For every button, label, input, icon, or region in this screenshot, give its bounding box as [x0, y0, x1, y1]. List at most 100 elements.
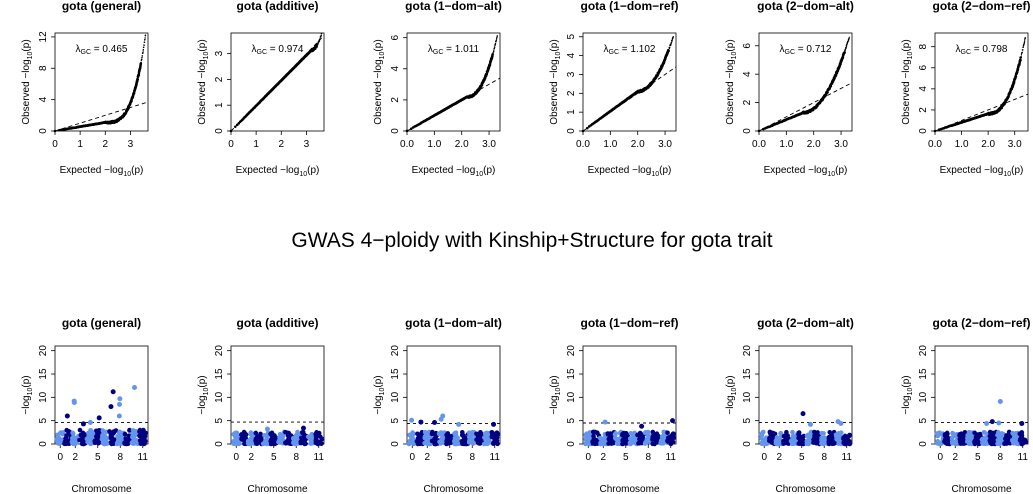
qq-point: [142, 50, 144, 52]
snp-point: [452, 440, 458, 446]
y-tick-label: 12: [38, 31, 49, 43]
x-tick-label: 0.0: [928, 139, 942, 150]
qq-point: [1022, 46, 1024, 48]
snp-point: [445, 433, 451, 439]
snp-point: [459, 439, 465, 444]
plot-frame: [406, 345, 501, 445]
snp-point: [117, 432, 123, 437]
plot-frame: [54, 345, 149, 445]
x-axis-label: Expected −log10(p): [236, 165, 320, 178]
y-tick-label: 10: [566, 391, 577, 403]
snp-point: [806, 439, 811, 445]
qq-point: [141, 58, 143, 60]
x-axis-label: Chromosome: [71, 484, 131, 494]
snp-point: [957, 433, 962, 438]
snp-point: [964, 439, 970, 444]
snp-point: [258, 431, 263, 437]
qq-point: [933, 129, 937, 133]
x-tick-label: 2: [600, 452, 606, 463]
qq-point: [141, 55, 144, 57]
qq-point: [320, 34, 322, 36]
y-tick-label: 0: [918, 441, 929, 447]
snp-point: [642, 430, 648, 436]
x-axis-label: Expected −log10(p): [60, 165, 144, 178]
y-tick-label: 15: [918, 368, 929, 380]
snp-point: [406, 441, 412, 447]
x-tick-label: 0: [585, 452, 591, 463]
snp-point: [73, 435, 78, 441]
qq-point: [1020, 56, 1022, 58]
snp-point: [411, 431, 416, 437]
snp-peak-point: [807, 421, 813, 427]
snp-point: [481, 441, 487, 447]
x-axis-label: Chromosome: [951, 484, 1011, 494]
snp-point: [812, 429, 817, 435]
qq-plot-4: 0.0 1.0 2.0 3.0 0 1 2 3 4 5 gota (1−dom−ref) λGC = …: [549, 0, 679, 178]
plot-title: gota (2−dom−alt): [757, 316, 854, 330]
snp-peak-point: [438, 416, 444, 422]
x-axis-label: Expected −log10(p): [764, 165, 848, 178]
y-tick-label: 5: [38, 417, 49, 423]
x-tick-label: 2.0: [981, 139, 995, 150]
y-axis-label: Observed −log10(p): [373, 39, 386, 124]
y-axis-label: −log10(p): [373, 375, 386, 414]
snp-point: [962, 430, 968, 435]
y-tick-label: 20: [742, 345, 753, 357]
x-tick-label: 0: [57, 452, 63, 463]
snp-point: [232, 439, 238, 444]
snp-point: [415, 441, 421, 447]
snp-point: [258, 435, 264, 440]
y-tick-label: 15: [38, 368, 49, 380]
snp-point: [409, 435, 415, 441]
snp-point: [422, 429, 428, 435]
snp-point: [482, 431, 488, 436]
qq-point: [495, 37, 498, 40]
x-tick-label: 2.0: [455, 139, 469, 150]
x-tick-label: 3: [128, 139, 134, 150]
snp-point: [272, 441, 277, 447]
x-axis-label: Expected −log10(p): [940, 165, 1024, 178]
lambda-label: λGC = 0.798: [956, 44, 1008, 56]
y-tick-label: 20: [918, 345, 929, 357]
snp-point: [466, 440, 472, 445]
y-tick-label: 0: [214, 441, 225, 447]
snp-point: [827, 429, 833, 435]
snp-peak-point: [838, 420, 844, 426]
snp-point: [474, 431, 479, 437]
qq-point: [140, 61, 142, 64]
snp-point: [89, 429, 95, 434]
y-tick-label: 1: [566, 109, 577, 115]
x-tick-label: 8: [293, 452, 299, 463]
snp-peak-point: [117, 396, 123, 402]
x-tick-label: 2: [952, 452, 958, 463]
x-tick-label: 5: [799, 452, 805, 463]
qq-point: [1024, 39, 1026, 41]
qq-point: [144, 37, 146, 39]
snp-peak-point: [64, 413, 70, 419]
x-tick-label: 3.0: [482, 139, 496, 150]
x-tick-label: 8: [117, 452, 123, 463]
qq-point: [233, 125, 237, 129]
snp-point: [957, 436, 963, 442]
y-tick-label: 3: [566, 71, 577, 77]
qq-point: [143, 41, 146, 44]
snp-point: [253, 430, 259, 436]
lambda-label: λGC = 1.102: [604, 44, 656, 56]
plot-frame: [230, 32, 325, 132]
qq-point: [1019, 58, 1022, 62]
y-tick-label: 2: [566, 90, 577, 96]
lambda-label: λGC = 0.465: [76, 44, 128, 56]
x-tick-label: 2: [72, 452, 78, 463]
snp-point: [429, 431, 435, 437]
y-tick-label: 0: [390, 441, 401, 447]
snp-point: [846, 434, 851, 439]
lambda-label: λGC = 0.974: [252, 44, 304, 56]
plot-title: gota (2−dom−alt): [757, 0, 854, 13]
plot-title: gota (2−dom−ref): [932, 0, 1030, 13]
y-tick-label: 20: [390, 345, 401, 357]
y-axis-label: Observed −log10(p): [197, 39, 210, 124]
snp-point: [606, 436, 612, 442]
x-tick-label: 0: [409, 452, 415, 463]
qq-point: [847, 40, 850, 42]
